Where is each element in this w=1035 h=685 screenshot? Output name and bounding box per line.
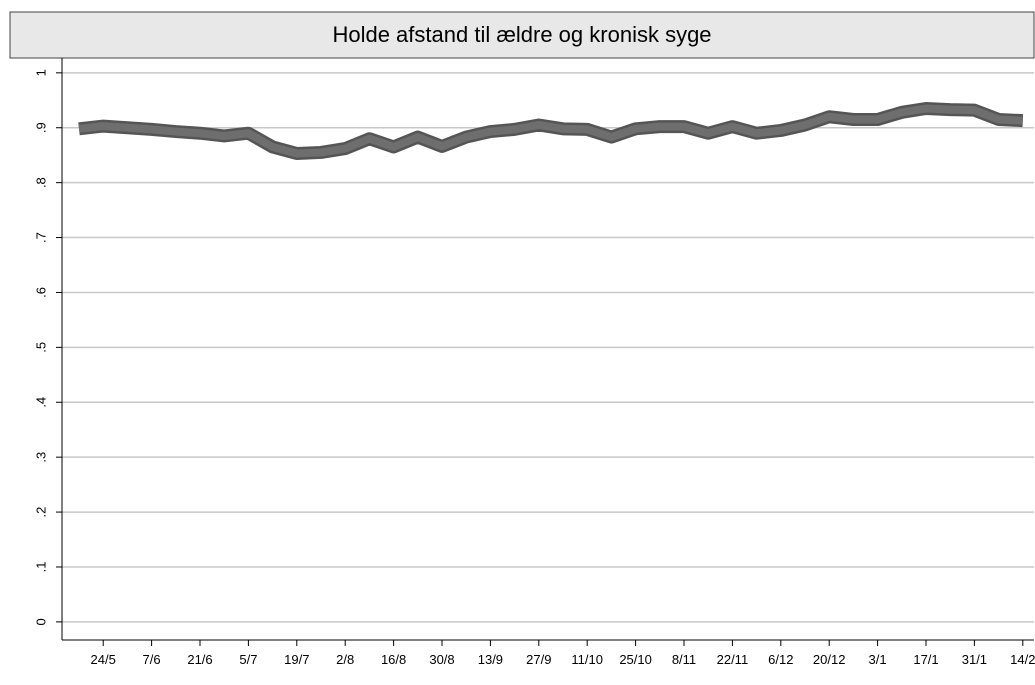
x-tick-label: 11/10 — [571, 652, 603, 667]
y-tick-label: .1 — [33, 562, 48, 573]
x-tick-label: 30/8 — [429, 652, 454, 667]
x-tick-label: 14/2 — [1010, 652, 1035, 667]
y-tick-label: .8 — [33, 177, 48, 188]
x-tick-label: 8/11 — [672, 652, 696, 667]
x-tick-label: 13/9 — [478, 652, 503, 667]
x-tick-label: 7/6 — [143, 652, 161, 667]
x-tick-label: 16/8 — [381, 652, 406, 667]
x-tick-label: 25/10 — [619, 652, 652, 667]
x-tick-label: 20/12 — [813, 652, 846, 667]
x-tick-label: 19/7 — [284, 652, 309, 667]
chart-title: Holde afstand til ældre og kronisk syge — [332, 22, 711, 47]
y-tick-label: .2 — [33, 507, 48, 518]
x-tick-label: 31/1 — [962, 652, 987, 667]
x-tick-label: 27/9 — [526, 652, 551, 667]
y-tick-label: .7 — [33, 232, 48, 243]
x-tick-label: 17/1 — [913, 652, 938, 667]
x-tick-label: 3/1 — [869, 652, 887, 667]
y-tick-label: .6 — [33, 287, 48, 298]
x-tick-label: 2/8 — [336, 652, 354, 667]
x-tick-label: 6/12 — [768, 652, 793, 667]
x-tick-label: 22/11 — [717, 652, 749, 667]
y-tick-label: 1 — [33, 69, 48, 76]
y-tick-label: .4 — [33, 397, 48, 408]
x-tick-label: 24/5 — [91, 652, 116, 667]
y-tick-label: .9 — [33, 122, 48, 133]
x-tick-label: 21/6 — [187, 652, 212, 667]
y-tick-label: .5 — [33, 342, 48, 353]
line — [78, 104, 1023, 158]
title-bar — [9, 11, 1035, 59]
y-tick-label: .3 — [33, 452, 48, 463]
y-tick-label: 0 — [33, 618, 48, 625]
x-tick-label: 5/7 — [239, 652, 257, 667]
